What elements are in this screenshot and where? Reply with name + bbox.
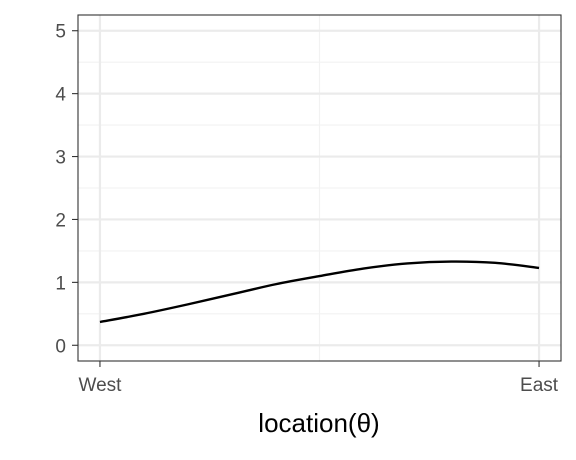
series-layer: [99, 260, 540, 324]
y-tick-label: 5: [55, 22, 66, 43]
major-grid: [78, 15, 561, 361]
x-axis: West East: [78, 361, 559, 396]
y-tick-label: 1: [55, 273, 66, 294]
minor-grid: [78, 15, 561, 361]
y-tick-label: 0: [55, 336, 66, 357]
y-axis: 0 1 2 3 4 5: [55, 22, 78, 357]
x-tick-label: East: [520, 375, 559, 396]
series-line: [99, 260, 540, 324]
y-tick-label: 4: [55, 85, 66, 106]
x-axis-title: location(θ): [258, 408, 379, 438]
panel-border: [77, 14, 562, 362]
y-tick-label: 3: [55, 148, 66, 169]
y-tick-label: 2: [55, 210, 66, 231]
x-tick-label: West: [78, 375, 122, 396]
